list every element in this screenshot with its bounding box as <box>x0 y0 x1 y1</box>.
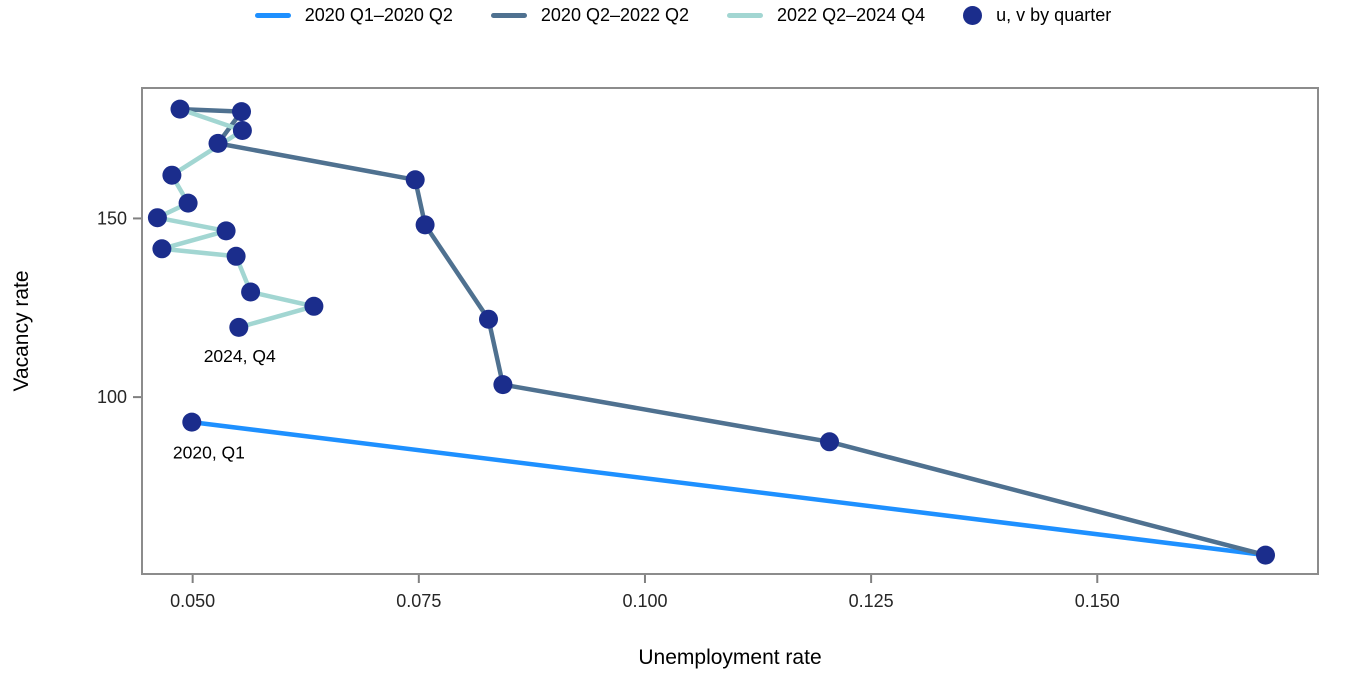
y-tick-label: 150 <box>97 208 127 228</box>
y-axis-title: Vacancy rate <box>10 270 33 391</box>
legend-item-2020q2-2022q2: 2020 Q2–2022 Q2 <box>490 5 690 26</box>
legend-label: u, v by quarter <box>996 5 1112 25</box>
data-point-2023-q4 <box>152 239 172 259</box>
data-point-2024-q2 <box>241 282 261 302</box>
x-tick-label: 0.125 <box>849 591 894 611</box>
x-tick-label: 0.075 <box>396 591 441 611</box>
legend-item-2020q1-2020q2: 2020 Q1–2020 Q2 <box>254 5 453 26</box>
data-point-2023-q2 <box>147 208 167 228</box>
data-point-2022-q3 <box>232 121 252 140</box>
data-point-2020-q4 <box>493 375 513 395</box>
data-point-2021-q3 <box>405 170 425 190</box>
legend-item-points: u, v by quarter <box>963 5 1111 26</box>
data-point-2023-q1 <box>178 193 198 213</box>
legend-line-swatch-slate <box>490 13 527 18</box>
data-point-2021-q2 <box>415 215 435 235</box>
data-point-2022-q2 <box>170 99 190 119</box>
series-line-0-1 <box>189 419 1268 558</box>
data-point-2022-q4 <box>162 165 182 185</box>
legend-line-swatch-teal <box>727 13 764 18</box>
y-tick-label: 100 <box>97 387 127 407</box>
legend: 2020 Q1–2020 Q2 2020 Q2–2022 Q2 2022 Q2–… <box>0 5 1366 26</box>
legend-item-2022q2-2024q4: 2022 Q2–2024 Q4 <box>727 5 925 26</box>
legend-label: 2020 Q1–2020 Q2 <box>304 5 453 25</box>
plot-frame <box>141 87 1319 575</box>
x-tick-label: 0.100 <box>622 591 667 611</box>
legend-line-swatch-blue <box>254 13 291 18</box>
data-point-2022-q1 <box>232 102 251 122</box>
data-point-2020-q3 <box>820 432 839 452</box>
data-point-2023-q3 <box>216 221 236 241</box>
data-point-2020-q1 <box>182 412 202 432</box>
legend-label: 2022 Q2–2024 Q4 <box>777 5 926 25</box>
point-annotation: 2020, Q1 <box>173 443 245 463</box>
point-annotation: 2024, Q4 <box>204 346 276 366</box>
x-tick-label: 0.150 <box>1075 591 1120 611</box>
legend-point-swatch <box>963 6 983 25</box>
x-axis-title: Unemployment rate <box>638 646 821 669</box>
data-point-2024-q3 <box>304 296 324 316</box>
data-point-2024-q1 <box>226 246 246 266</box>
data-point-2021-q4 <box>208 133 228 153</box>
legend-label: 2020 Q2–2022 Q2 <box>540 5 690 25</box>
x-tick-label: 0.050 <box>170 591 215 611</box>
data-point-2024-q4 <box>229 317 249 337</box>
data-point-2020-q2 <box>1256 545 1275 565</box>
data-point-2021-q1 <box>479 309 498 329</box>
